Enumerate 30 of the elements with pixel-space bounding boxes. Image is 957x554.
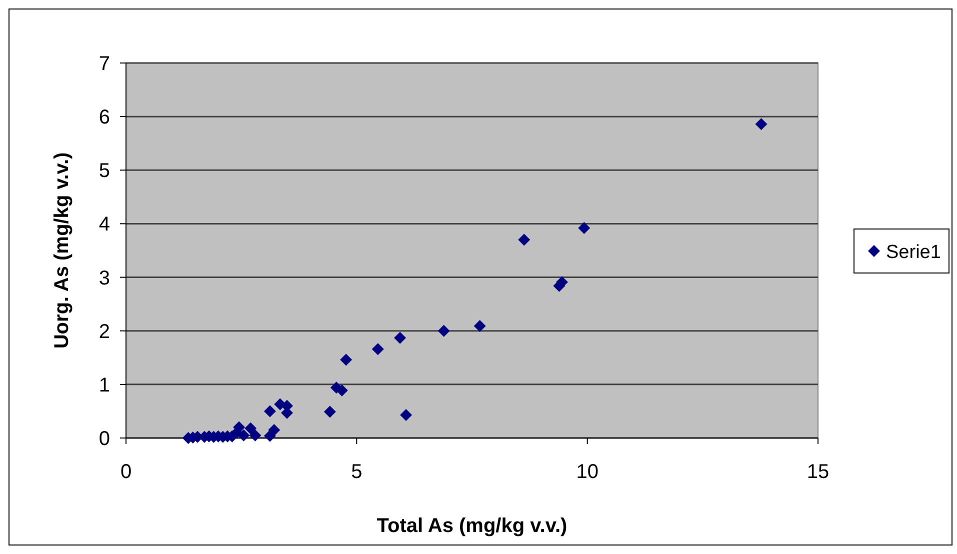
y-tick-label: 0 (98, 428, 110, 450)
y-tick-label: 3 (98, 267, 110, 290)
point (518, 234, 530, 246)
point (238, 429, 250, 442)
y-tick-label: 7 (98, 53, 110, 75)
y-tick-label: 5 (98, 160, 110, 182)
point (474, 320, 486, 332)
point (400, 408, 412, 421)
point (438, 324, 450, 337)
y-tick-label: 2 (98, 320, 110, 343)
y-tick-label: 1 (98, 374, 110, 396)
point (578, 222, 590, 234)
legend-label: Serie1 (886, 242, 941, 263)
point (340, 354, 352, 366)
y-axis-title: Uorg. As (mg/kg v.v.) (51, 152, 73, 349)
point (249, 429, 262, 442)
y-tick-label: 6 (98, 106, 110, 129)
point (268, 424, 280, 436)
x-tick-label: 10 (576, 461, 598, 483)
point (244, 422, 257, 434)
x-tick-label: 15 (806, 461, 830, 483)
y-tick-label: 4 (98, 214, 110, 236)
point (264, 405, 276, 418)
point (394, 332, 406, 344)
x-tick-label: 5 (351, 461, 362, 483)
point (372, 343, 384, 356)
point (755, 118, 768, 130)
x-tick-label: 0 (120, 461, 132, 483)
x-axis-title: Total As (mg/kg v.v.) (376, 515, 568, 537)
point (324, 406, 336, 418)
